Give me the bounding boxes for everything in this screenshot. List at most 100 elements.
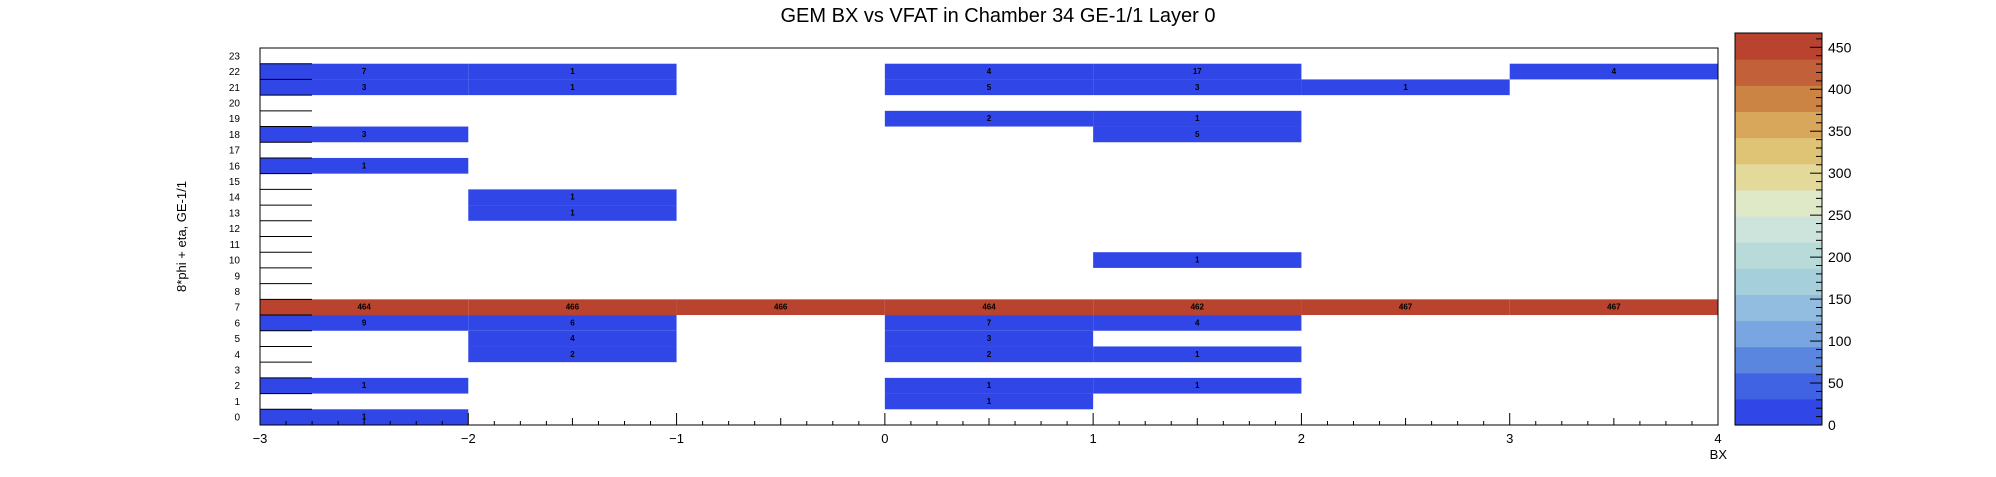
heatmap-cell (884, 315, 1094, 331)
cell-value-label: 1 (570, 67, 575, 76)
y-tick-label: 4 (234, 350, 240, 361)
cell-value-label: 1 (362, 161, 367, 170)
cell-value-label: 2 (987, 114, 992, 123)
cell-value-label: 1 (987, 397, 992, 406)
x-tick-label: −1 (669, 431, 684, 446)
heatmap-cells (260, 63, 1718, 425)
colorbar-tick-label: 250 (1828, 207, 1852, 223)
heatmap-cell (1093, 377, 1302, 394)
colorbar-tick-label: 50 (1828, 375, 1844, 391)
y-tick-label: 8 (234, 287, 240, 298)
y-axis-label: 8*phi + eta, GE-1/1 (174, 181, 189, 292)
heatmap-cell (1093, 110, 1302, 127)
cell-value-label: 1 (1195, 256, 1200, 265)
cell-value-label: 1 (570, 193, 575, 202)
cell-value-label: 1 (1195, 381, 1200, 390)
heatmap-cell (1301, 299, 1510, 316)
colorbar: 0 50 100 150 200 250 300 350 400 450 (1734, 32, 1852, 433)
colorbar-tick-label: 450 (1828, 39, 1852, 55)
colorbar-segment (1735, 137, 1822, 165)
x-tick-label: 3 (1506, 431, 1513, 446)
heatmap-cell (260, 377, 469, 394)
cell-value-label: 3 (1195, 83, 1200, 92)
heatmap-cell (468, 189, 677, 206)
y-tick-label: 20 (229, 98, 241, 109)
y-tick-label: 16 (229, 161, 241, 172)
y-tick-label: 14 (229, 193, 241, 204)
y-tick-label: 23 (229, 51, 241, 62)
colorbar-tick-label: 300 (1828, 165, 1852, 181)
y-tick-label: 6 (234, 318, 240, 329)
colorbar-tick-label: 350 (1828, 123, 1852, 139)
colorbar-tick-label: 100 (1828, 333, 1852, 349)
cell-value-label: 2 (570, 350, 575, 359)
colorbar-tick-label: 150 (1828, 291, 1852, 307)
heatmap-cell (1093, 299, 1302, 316)
cell-value-label: 1 (570, 208, 575, 217)
heatmap-cell (260, 315, 469, 331)
y-tick-label: 10 (229, 256, 241, 267)
heatmap-cell (1093, 346, 1302, 363)
heatmap-cell (468, 63, 677, 80)
y-tick-label: 22 (229, 67, 241, 78)
x-tick-label: 0 (881, 431, 888, 446)
heatmap-cell (1093, 315, 1302, 331)
heatmap-cell (1509, 63, 1718, 80)
cell-value-label: 1 (1195, 350, 1200, 359)
cell-value-label: 3 (362, 83, 367, 92)
heatmap-cell (884, 346, 1094, 363)
y-tick-label: 19 (229, 114, 241, 125)
heatmap-cell (468, 315, 677, 331)
colorbar-segment (1735, 59, 1822, 86)
heatmap-cell (884, 377, 1094, 394)
cell-value-label: 4 (1195, 318, 1200, 327)
y-tick-label: 15 (229, 177, 241, 188)
colorbar-segment (1735, 294, 1822, 322)
y-tick-label: 11 (230, 240, 241, 251)
cell-value-label: 1 (362, 413, 367, 422)
colorbar-segment (1735, 268, 1822, 295)
colorbar-segment (1735, 346, 1822, 374)
cell-value-label: 2 (987, 350, 992, 359)
heatmap-cell (260, 63, 469, 80)
y-tick-label: 0 (234, 413, 240, 424)
heatmap-cell (676, 299, 885, 316)
y-row-guides (260, 63, 312, 410)
heatmap-cell (260, 299, 469, 316)
y-tick-label: 1 (234, 397, 240, 408)
colorbar-tick-label: 200 (1828, 249, 1852, 265)
y-tick-label: 18 (229, 130, 241, 141)
cell-value-label: 3 (362, 130, 367, 139)
heatmap-cell (1093, 79, 1302, 96)
cell-value-label: 467 (1607, 303, 1621, 312)
heatmap-cell (1093, 126, 1302, 143)
x-tick-label: 2 (1298, 431, 1305, 446)
heatmap-cell (1093, 63, 1302, 80)
x-axis: −3 −2 −1 0 1 2 3 4 (253, 413, 1722, 446)
cell-value-label: 466 (566, 303, 580, 312)
colorbar-segment (1735, 320, 1822, 348)
heatmap-cell (884, 393, 1094, 410)
cell-value-label: 4 (1612, 67, 1617, 76)
cell-value-label: 464 (357, 303, 371, 312)
colorbar-segment (1735, 242, 1822, 269)
cell-value-label: 1 (987, 381, 992, 390)
cell-value-label: 9 (362, 318, 367, 327)
heatmap-cell (884, 63, 1094, 80)
heatmap-cell (1509, 299, 1718, 316)
colorbar-tick-label: 400 (1828, 81, 1852, 97)
x-tick-label: −2 (461, 431, 476, 446)
colorbar-tick-label: 0 (1828, 417, 1836, 433)
x-tick-label: 1 (1090, 431, 1097, 446)
colorbar-segment (1735, 215, 1822, 243)
colorbar-segment (1735, 33, 1822, 60)
colorbar-segment (1735, 111, 1822, 139)
y-tick-label: 12 (229, 224, 241, 235)
heatmap-cell (468, 330, 677, 347)
cell-value-label: 1 (362, 381, 367, 390)
cell-value-label: 7 (362, 67, 367, 76)
cell-value-label: 464 (982, 303, 996, 312)
